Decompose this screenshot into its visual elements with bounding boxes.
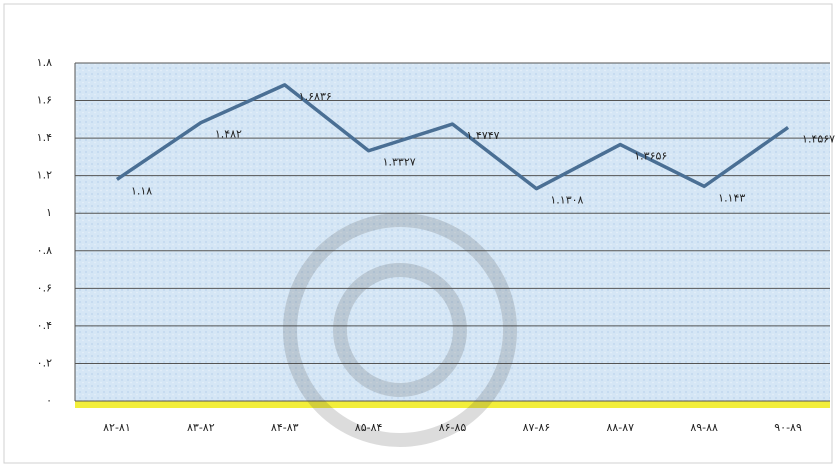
- x-tick-label: ۸۶-۸۵: [439, 421, 467, 434]
- data-label: ۱.۱۳۰۸: [550, 194, 583, 207]
- data-label: ۱.۴۷۴۷: [467, 129, 500, 142]
- axis-band: [75, 401, 830, 408]
- x-tick-label: ۸۴-۸۳: [271, 421, 299, 434]
- y-tick-label: ۰: [46, 394, 52, 407]
- data-label: ۱.۳۶۵۶: [634, 150, 667, 163]
- y-tick-label: ۱.۸: [37, 56, 52, 69]
- y-tick-label: ۱: [46, 206, 52, 219]
- y-tick-label: ۱.۴: [37, 131, 52, 144]
- y-tick-label: ۰.۸: [37, 244, 52, 257]
- watermark: [283, 213, 517, 447]
- y-tick-label: ۱.۲: [37, 169, 52, 182]
- y-tick-label: ۱.۶: [37, 94, 52, 107]
- x-tick-label: ۸۸-۸۷: [606, 421, 634, 434]
- data-label: ۱.۶۸۳۶: [299, 90, 332, 103]
- x-tick-label: ۸۳-۸۲: [187, 421, 215, 434]
- x-tick-label: ۸۹-۸۸: [690, 421, 718, 434]
- x-tick-label: ۹۰-۸۹: [774, 421, 802, 434]
- plot-area: [75, 63, 830, 401]
- x-tick-label: ۸۷-۸۶: [523, 421, 551, 434]
- data-line: [115, 83, 790, 191]
- y-tick-label: ۰.۲: [37, 356, 52, 369]
- y-tick-label: ۰.۶: [37, 281, 52, 294]
- data-label: ۱.۱۴۳: [718, 191, 745, 204]
- data-label: ۱.۴۸۲: [215, 128, 242, 141]
- data-label: ۱.۴۵۶۷: [802, 132, 835, 145]
- y-tick-label: ۰.۴: [37, 319, 52, 332]
- data-label: ۱.۱۸: [131, 184, 152, 197]
- data-label: ۱.۳۳۲۷: [383, 156, 416, 169]
- x-tick-label: ۸۲-۸۱: [103, 421, 131, 434]
- x-tick-label: ۸۵-۸۴: [355, 421, 383, 434]
